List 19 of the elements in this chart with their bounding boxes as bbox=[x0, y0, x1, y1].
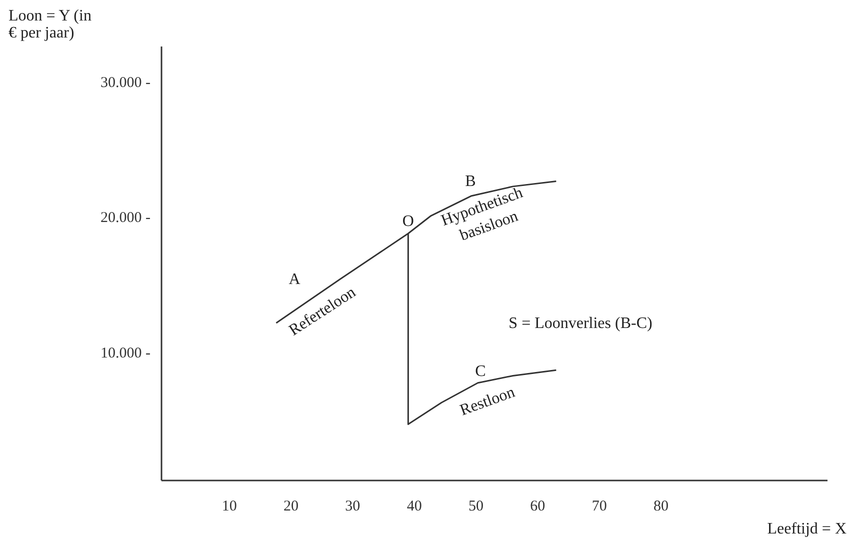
x-tick-label: 80 bbox=[654, 498, 668, 514]
annotation: B bbox=[465, 173, 476, 190]
x-tick-label: 70 bbox=[592, 498, 607, 514]
annotation: C bbox=[475, 363, 486, 380]
y-tick-label: 20.000 - bbox=[100, 210, 151, 226]
x-tick-label: 50 bbox=[468, 498, 484, 514]
annotation: S = Loonverlies (B-C) bbox=[508, 315, 652, 332]
y-axis-title: Loon = Y (in € per jaar) bbox=[8, 8, 92, 42]
x-tick-label: 20 bbox=[284, 498, 298, 514]
annotation: A bbox=[288, 271, 301, 288]
annotation: Restloon bbox=[458, 384, 518, 420]
x-tick-label: 40 bbox=[406, 498, 422, 514]
x-tick-label: 10 bbox=[222, 498, 237, 514]
annotation: O bbox=[402, 212, 414, 230]
y-tick-label: 10.000 - bbox=[100, 345, 151, 362]
x-tick-label: 30 bbox=[345, 498, 360, 514]
y-tick-label: 30.000 - bbox=[100, 75, 151, 92]
x-axis-title: Leeftijd = X bbox=[767, 520, 847, 538]
x-tick-label: 60 bbox=[530, 498, 546, 514]
